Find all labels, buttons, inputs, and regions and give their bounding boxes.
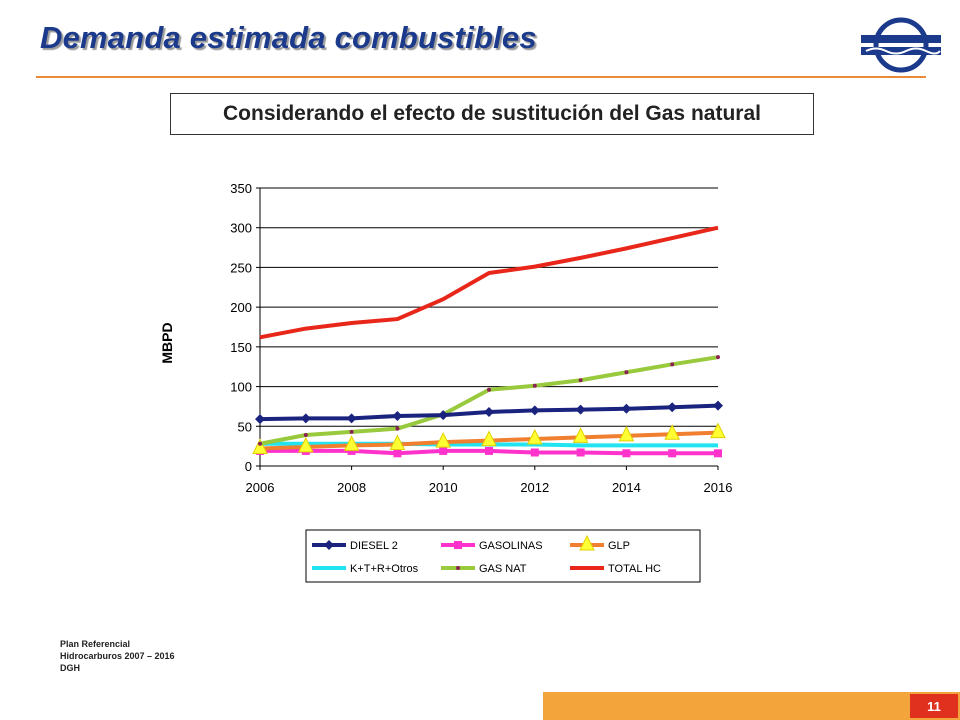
gridlines (260, 187, 718, 427)
x-tick-label: 2014 (612, 480, 641, 495)
data-point (572, 427, 589, 443)
x-tick-labels: 2006 2008 2010 2012 2014 2016 (246, 466, 733, 495)
data-point (485, 446, 493, 455)
data-point (487, 387, 491, 392)
legend-marker (579, 534, 595, 551)
y-tick-label: 350 (230, 181, 252, 196)
title-divider (36, 76, 926, 78)
series-lines (252, 225, 726, 458)
y-axis-label: MBPD (159, 322, 175, 363)
data-point (303, 433, 308, 438)
data-point (575, 404, 586, 415)
legend-item: GASOLINAS (441, 540, 543, 552)
legend-marker (454, 541, 462, 549)
legend-marker (456, 566, 460, 570)
data-point (624, 370, 629, 375)
data-point (252, 438, 268, 455)
source-line: Plan Referencial (60, 639, 131, 649)
data-point (484, 406, 494, 417)
y-tick-label: 50 (238, 419, 252, 434)
x-tick-label: 2016 (704, 480, 733, 495)
legend-label: GLP (608, 540, 630, 552)
legend-label: GASOLINAS (479, 540, 543, 552)
legend-item: K+T+R+Otros (312, 563, 419, 575)
data-point (618, 425, 635, 442)
series-diesel-2 (255, 400, 723, 425)
source-note: Plan Referencial Hidrocarburos 2007 – 20… (60, 638, 175, 674)
data-point (621, 403, 632, 414)
data-point (667, 402, 678, 413)
data-point (622, 449, 631, 458)
data-point (668, 449, 677, 458)
chart-subtitle: Considerando el efecto de sustitución de… (170, 93, 814, 135)
series-gasolinas (256, 446, 722, 458)
data-point (389, 434, 406, 451)
data-point (438, 410, 449, 421)
data-point (347, 446, 356, 455)
data-point (526, 428, 543, 445)
data-point (343, 435, 360, 451)
data-point (530, 448, 539, 457)
data-point (258, 441, 262, 446)
data-point (716, 355, 720, 360)
data-point (713, 400, 723, 411)
y-tick-label: 0 (245, 459, 252, 474)
data-point (578, 378, 583, 383)
data-point (439, 446, 448, 455)
y-tick-labels: 0 50 100 150 200 250 300 350 (230, 181, 260, 474)
data-point (346, 413, 357, 424)
data-point (297, 436, 314, 453)
company-logo-icon (861, 17, 941, 73)
x-tick-label: 2012 (520, 480, 549, 495)
legend-label: DIESEL 2 (350, 540, 398, 552)
data-point (392, 410, 403, 421)
legend-item: GAS NAT (441, 563, 527, 575)
page-number: 11 (910, 694, 958, 718)
legend-item: TOTAL HC (570, 563, 661, 575)
data-point (664, 424, 681, 440)
y-tick-label: 300 (230, 221, 252, 236)
data-point (395, 426, 400, 431)
series-gas-nat (258, 355, 720, 446)
legend-marker (324, 540, 334, 550)
legend-label: TOTAL HC (608, 563, 661, 575)
legend-label: K+T+R+Otros (350, 563, 419, 575)
source-line: DGH (60, 663, 80, 673)
y-tick-label: 150 (230, 340, 252, 355)
x-tick-label: 2008 (337, 480, 366, 495)
x-tick-label: 2010 (429, 480, 458, 495)
data-point (255, 414, 265, 425)
data-point (670, 362, 675, 367)
y-tick-label: 250 (230, 260, 252, 275)
data-point (435, 432, 452, 448)
legend-item: GLP (570, 534, 630, 552)
data-point (300, 413, 311, 424)
y-tick-label: 200 (230, 300, 252, 315)
x-tick-label: 2006 (246, 480, 275, 495)
page-title: Demanda estimada combustibles (40, 20, 537, 55)
data-point (349, 429, 354, 434)
data-point (710, 422, 726, 439)
data-point (393, 449, 402, 458)
data-point (529, 405, 540, 416)
data-point (714, 449, 722, 458)
data-point (481, 430, 497, 447)
source-line: Hidrocarburos 2007 – 2016 (60, 651, 175, 661)
y-tick-label: 100 (230, 380, 252, 395)
data-point (576, 448, 585, 457)
series-glp (252, 422, 726, 455)
chart-legend: DIESEL 2 GASOLINAS GLP K+T+R+Otros GAS NAT TO… (305, 529, 701, 583)
series-line (259, 225, 719, 340)
legend-item: DIESEL 2 (312, 540, 398, 552)
data-point (532, 383, 537, 388)
series-total-hc (259, 225, 719, 340)
footer-bar (543, 692, 960, 720)
legend-label: GAS NAT (479, 563, 527, 575)
legend-box (305, 529, 701, 583)
